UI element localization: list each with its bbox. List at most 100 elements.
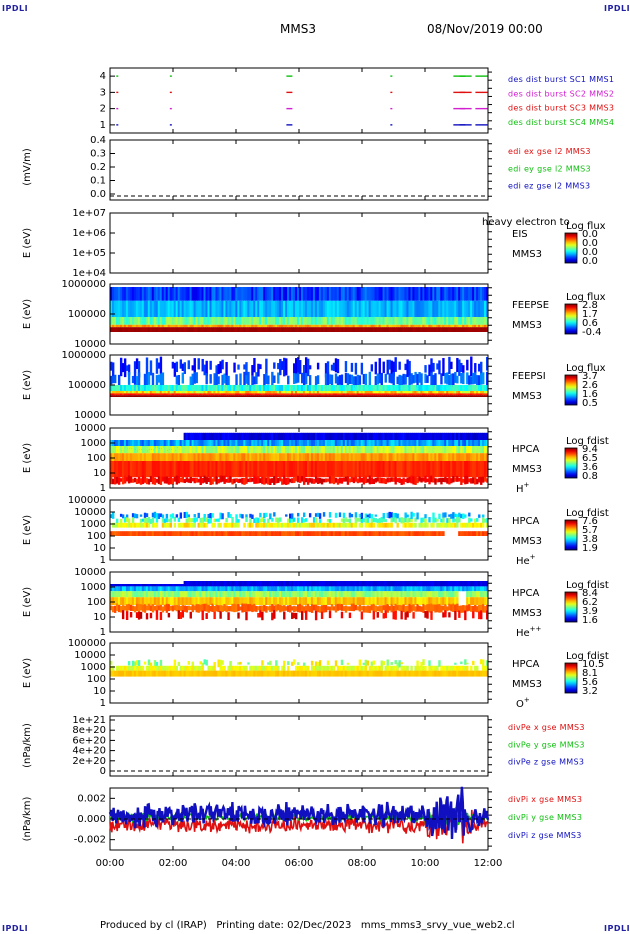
feepsi-heat-cell	[229, 385, 232, 391]
feepse-heat-cell	[356, 287, 360, 301]
feepse-heat-cell	[426, 327, 429, 332]
hpca-he-heat-cell	[414, 517, 417, 522]
hpca-he2-heat-cell	[316, 605, 320, 613]
feepse-heat-cell	[277, 317, 280, 325]
feepsi-heat-cell	[466, 391, 469, 394]
hpca-he2-heat-cell	[374, 605, 377, 613]
hpca-he2-heat-cell	[320, 597, 324, 605]
feepsi-heat-cell	[295, 373, 298, 384]
feepsi-heat-cell	[111, 391, 115, 394]
feepsi-heat-cell	[370, 364, 374, 372]
hpca-he-heat-cell	[265, 512, 268, 517]
eis-instrument-label: EIS	[512, 229, 528, 240]
feepsi-heat-cell	[289, 393, 292, 396]
hpca-he2-heat-cell	[482, 604, 485, 613]
feepsi-heat-cell	[113, 395, 117, 397]
feepsi-heat-cell	[338, 385, 342, 391]
feepsi-heat-cell	[297, 357, 300, 373]
feepse-heat-cell	[183, 300, 186, 317]
feepse-heat-cell	[245, 300, 248, 317]
hpca-he2-heat-cell	[125, 597, 129, 605]
hpca-he-heat-cell	[207, 518, 210, 524]
hpca-he-heat-cell	[322, 512, 326, 517]
hpca-he2-heat-cell	[123, 597, 127, 605]
eis-ytick-label: 1e+04	[72, 268, 106, 279]
hpca-he2-heat-cell	[344, 605, 348, 613]
hpca-h-heat-cell	[183, 446, 186, 454]
hpca-h-heat-cell	[287, 440, 290, 446]
hpca-h-heat-cell	[171, 478, 175, 485]
hpca-he-heat-cell	[285, 514, 288, 517]
feepsi-heat-cell	[237, 391, 240, 394]
hpca-he2-heat-cell	[302, 597, 306, 605]
feepse-heat-cell	[404, 317, 407, 325]
hpca-h-heat-cell	[151, 440, 155, 446]
feepsi-heat-cell	[227, 395, 230, 397]
hpca-h-heat-cell	[285, 446, 288, 454]
hpca-he2-heat-cell	[183, 586, 186, 592]
feepse-heat-cell	[169, 324, 173, 328]
feepsi-heat-cell	[396, 376, 399, 385]
feepse-heat-cell	[478, 300, 481, 317]
feepsi-heat-cell	[460, 385, 463, 391]
feepse-heat-cell	[374, 327, 377, 332]
hpca-h-heat-cell	[378, 453, 381, 461]
hpca-he-heat-cell	[223, 522, 226, 528]
hpca-he-heat-cell	[484, 518, 487, 523]
feepse-heat-cell	[133, 327, 137, 332]
hpca-he-heat-cell	[151, 531, 155, 536]
hpca-h-heat-cell	[249, 461, 252, 478]
feepsi-heat-cell	[450, 391, 453, 394]
hpca-he-heat-cell	[344, 522, 348, 528]
hpca-he2-heat-cell	[332, 591, 336, 598]
hpca-h-heat-cell	[189, 453, 192, 461]
feepse-instrument-label: FEEPSE	[512, 300, 549, 311]
hpca-he-heat-cell	[143, 522, 147, 528]
feepse-heat-cell	[414, 300, 417, 317]
feepsi-heat-cell	[237, 364, 240, 370]
feepse-heat-cell	[159, 317, 163, 325]
hpca-he-heat-cell	[366, 514, 370, 518]
feepse-heat-cell	[302, 327, 306, 332]
hpca-h-heat-cell	[229, 476, 232, 483]
hpca-he2-heat-cell	[213, 606, 216, 612]
feepse-heat-cell	[334, 317, 338, 325]
hpca-he-heat-cell	[420, 531, 423, 536]
hpca-h-heat-cell	[257, 432, 260, 440]
feepsi-heat-cell	[207, 393, 210, 396]
feepsi-heat-cell	[127, 391, 131, 394]
feepse-heat-cell	[302, 300, 306, 317]
feepsi-heat-cell	[304, 393, 308, 396]
hpca-h-heat-cell	[340, 446, 344, 454]
feepsi-heat-cell	[482, 395, 485, 397]
feepse-heat-cell	[304, 327, 308, 332]
feepsi-heat-cell	[326, 385, 330, 391]
hpca-h-heat-cell	[227, 446, 230, 454]
hpca-he2-heat-cell	[261, 581, 264, 587]
hpca-he2-heat-cell	[165, 586, 169, 592]
hpca-h-heat-cell	[452, 453, 455, 461]
hpca-h-heat-cell	[424, 461, 427, 478]
feepsi-heat-cell	[342, 395, 346, 397]
feepsi-heat-cell	[251, 365, 254, 376]
hpca-h-heat-cell	[320, 453, 324, 461]
feepsi-heat-cell	[133, 395, 137, 397]
feepsi-heat-cell	[233, 362, 236, 373]
feepse-heat-cell	[251, 300, 254, 317]
hpca-he-heat-cell	[227, 522, 230, 528]
hpca-he2-heat-cell	[402, 586, 405, 592]
hpca-h-heat-cell	[287, 477, 290, 485]
feepse-heat-cell	[131, 324, 135, 328]
feepsi-heat-cell	[295, 391, 298, 394]
hpca-he2-heat-cell	[380, 605, 383, 613]
hpca-h-heat-cell	[398, 461, 401, 478]
hpca-h-heat-cell	[352, 453, 356, 461]
feepsi-heat-cell	[283, 395, 286, 397]
feepse-heat-cell	[227, 300, 230, 317]
hpca-h-heat-cell	[293, 440, 296, 446]
feepsi-heat-cell	[470, 391, 473, 394]
hpca-h-heat-cell	[384, 440, 387, 446]
feepsi-heat-cell	[364, 373, 368, 387]
hpca-he2-heat-cell	[171, 597, 175, 605]
feepse-heat-cell	[386, 327, 389, 332]
